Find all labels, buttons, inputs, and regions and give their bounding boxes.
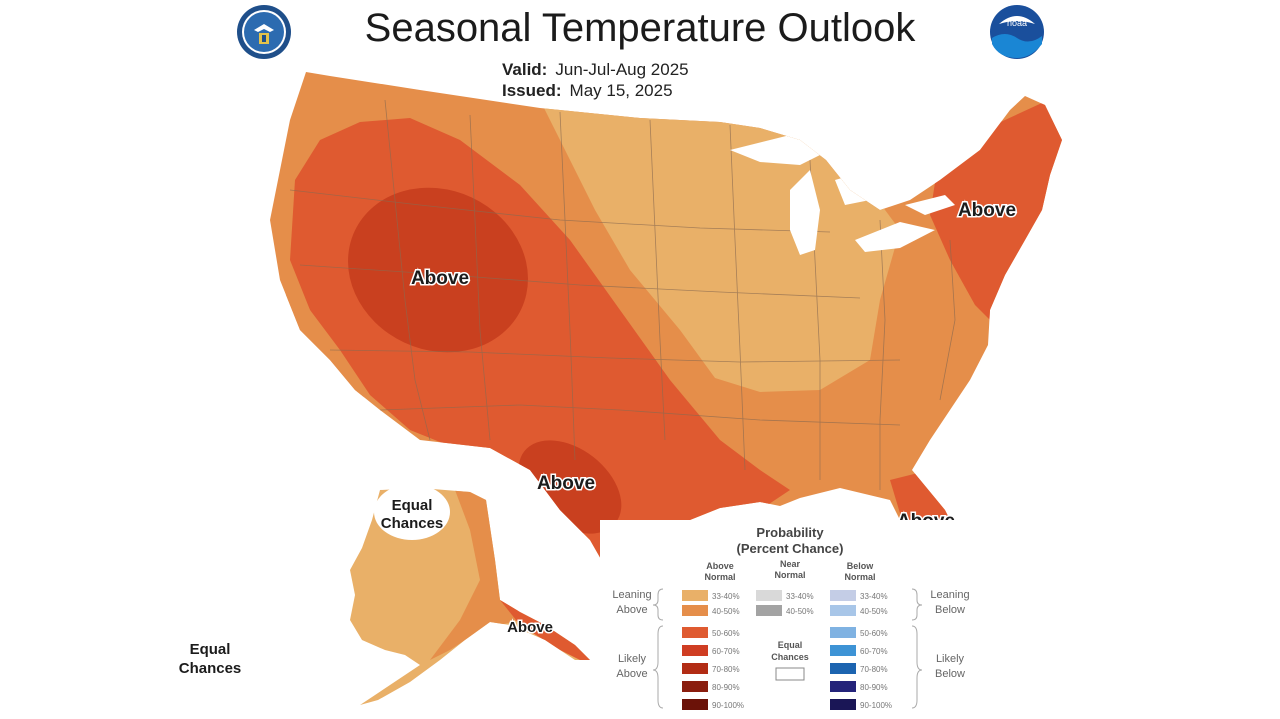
legend-leaning-below-1: Leaning (930, 589, 969, 601)
bracket-likely-above (652, 625, 664, 709)
legend-swatch-label-below-1: 40-50% (860, 607, 888, 616)
legend-equal-2: Chances (771, 652, 809, 662)
legend-swatch-above-5 (682, 681, 708, 692)
legend-title-2: (Percent Chance) (737, 541, 844, 556)
legend-swatches: 33-40% 40-50% 50-60% 60-70% 70-80% 80-90% 90-1… (682, 590, 892, 710)
commerce-seal-icon (236, 4, 292, 60)
valid-label: Valid: (502, 60, 548, 79)
legend: Probability (Percent Chance) Above Norma… (600, 520, 990, 718)
legend-col-above-2: Normal (704, 572, 735, 582)
legend-swatch-below-2 (830, 627, 856, 638)
legend-swatch-label-above-4: 70-80% (712, 665, 740, 674)
label-above-northeast: Above (958, 200, 1016, 221)
label-ec-aleutian-2: Chances (179, 660, 242, 677)
legend-swatch-label-below-0: 33-40% (860, 592, 888, 601)
legend-swatch-above-4 (682, 663, 708, 674)
legend-swatch-above-2 (682, 627, 708, 638)
legend-swatch-label-below-2: 50-60% (860, 629, 888, 638)
label-ec-alaska-1: Equal (392, 497, 433, 514)
legend-swatch-label-below-6: 90-100% (860, 701, 892, 710)
legend-swatch-near-1 (756, 605, 782, 616)
legend-col-near-1: Near (780, 559, 801, 569)
state-boundaries (289, 99, 956, 490)
bracket-likely-below (911, 625, 923, 709)
legend-likely-below-2: Below (935, 668, 965, 680)
legend-swatch-label-above-5: 80-90% (712, 683, 740, 692)
legend-col-above-1: Above (706, 561, 734, 571)
legend-swatch-label-above-3: 60-70% (712, 647, 740, 656)
legend-swatch-below-1 (830, 605, 856, 616)
legend-swatch-label-below-3: 60-70% (860, 647, 888, 656)
legend-leaning-above-2: Above (616, 604, 647, 616)
issued-label: Issued: (502, 81, 562, 100)
bracket-leaning-above (652, 588, 664, 621)
label-above-west: Above (411, 268, 469, 289)
legend-equal-1: Equal (778, 640, 803, 650)
legend-swatch-label-above-1: 40-50% (712, 607, 740, 616)
legend-swatch-label-near-0: 33-40% (786, 592, 814, 601)
legend-swatch-label-below-5: 80-90% (860, 683, 888, 692)
legend-swatch-below-3 (830, 645, 856, 656)
alaska-ec-bubble (374, 484, 450, 540)
legend-swatch-label-below-4: 70-80% (860, 665, 888, 674)
noaa-logo-icon: noaa (989, 4, 1045, 60)
legend-swatch-above-1 (682, 605, 708, 616)
noaa-logo-text: noaa (1007, 18, 1027, 28)
legend-swatch-label-above-0: 33-40% (712, 592, 740, 601)
label-ec-aleutian-1: Equal (190, 641, 231, 658)
legend-swatch-label-above-6: 90-100% (712, 701, 744, 710)
page-title: Seasonal Temperature Outlook (364, 6, 916, 50)
valid-value: Jun-Jul-Aug 2025 (555, 60, 689, 79)
zone-60-70-west (348, 187, 528, 353)
legend-likely-above-1: Likely (618, 653, 647, 665)
legend-leaning-below-2: Below (935, 604, 965, 616)
legend-swatch-above-0 (682, 590, 708, 601)
label-above-texas: Above (537, 473, 595, 494)
issued-line: Issued: May 15, 2025 (502, 81, 673, 101)
legend-swatch-below-5 (830, 681, 856, 692)
bracket-leaning-below (911, 588, 923, 621)
legend-leaning-above-1: Leaning (612, 589, 651, 601)
legend-swatch-above-3 (682, 645, 708, 656)
legend-swatch-below-6 (830, 699, 856, 710)
legend-swatch-label-near-1: 40-50% (786, 607, 814, 616)
label-ec-alaska-2: Chances (381, 515, 444, 532)
legend-swatch-label-above-2: 50-60% (712, 629, 740, 638)
legend-col-near-2: Normal (774, 570, 805, 580)
legend-likely-above-2: Above (616, 668, 647, 680)
label-above-alaska: Above (507, 619, 553, 636)
legend-col-below-1: Below (847, 561, 875, 571)
legend-swatch-below-4 (830, 663, 856, 674)
legend-swatch-near-0 (756, 590, 782, 601)
issued-value: May 15, 2025 (569, 81, 673, 100)
legend-equal-swatch (775, 667, 805, 681)
legend-swatch-above-6 (682, 699, 708, 710)
legend-col-below-2: Normal (844, 572, 875, 582)
legend-swatch-below-0 (830, 590, 856, 601)
legend-likely-below-1: Likely (936, 653, 965, 665)
valid-line: Valid: Jun-Jul-Aug 2025 (502, 60, 689, 80)
legend-title-1: Probability (756, 525, 824, 540)
